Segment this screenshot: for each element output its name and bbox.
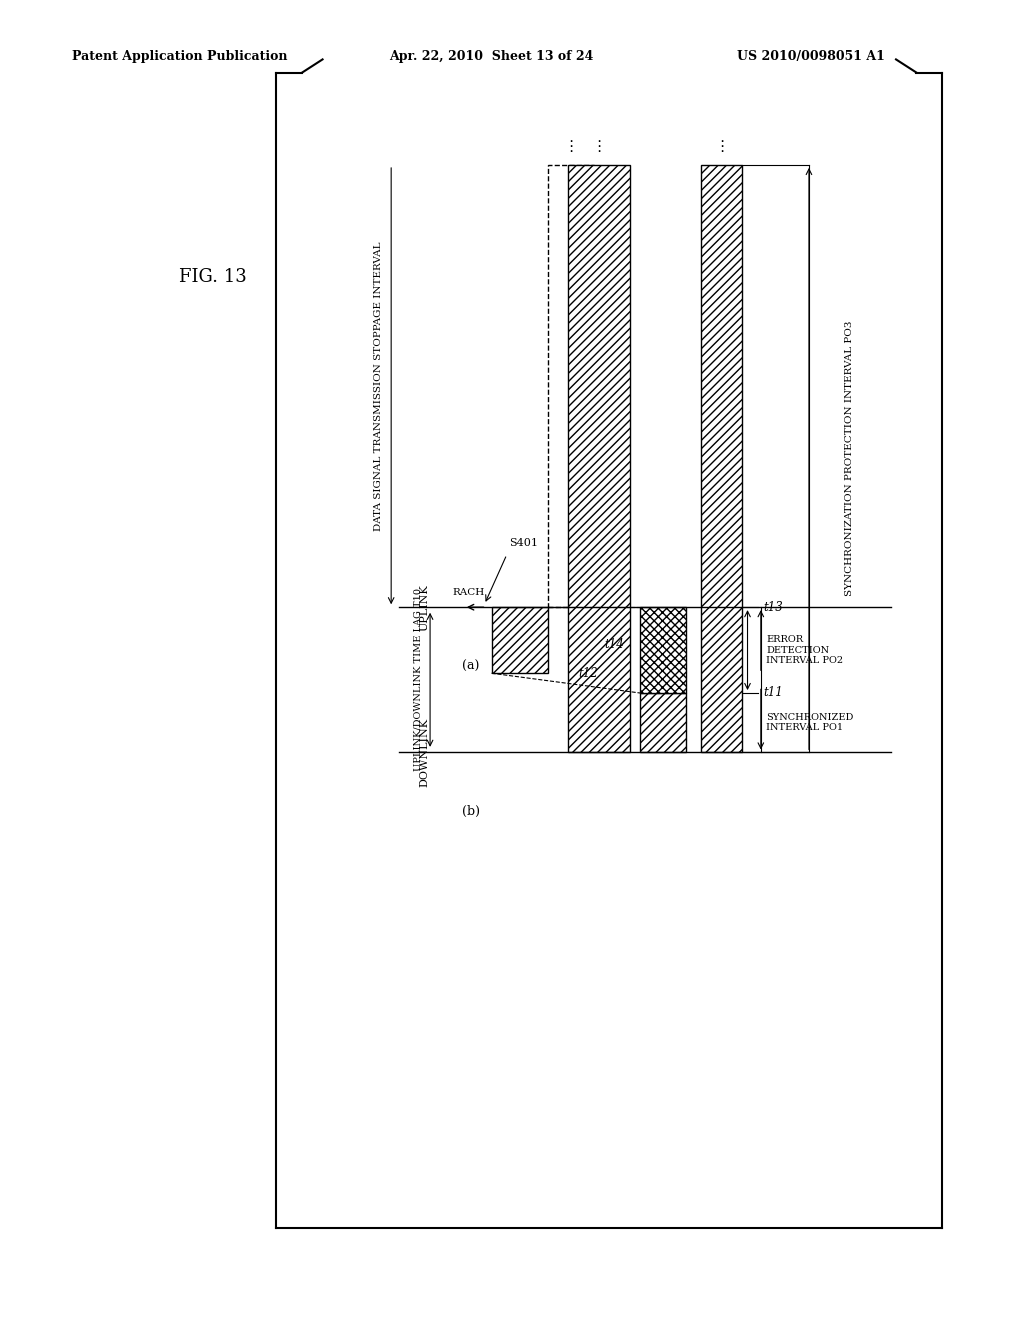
Bar (640, 693, 686, 752)
Text: RACH: RACH (453, 587, 484, 597)
Bar (568, 165, 630, 752)
Text: UPLINK: UPLINK (420, 583, 430, 631)
Text: FIG. 13: FIG. 13 (179, 268, 247, 286)
Bar (701, 165, 742, 752)
Text: t11: t11 (763, 686, 782, 700)
Bar (548, 165, 594, 607)
Text: DOWNLINK: DOWNLINK (420, 718, 430, 787)
Text: SYNCHRONIZATION PROTECTION INTERVAL PO3: SYNCHRONIZATION PROTECTION INTERVAL PO3 (846, 321, 854, 597)
Text: (a): (a) (463, 660, 479, 673)
Text: t12: t12 (579, 667, 598, 680)
Text: S401: S401 (509, 537, 538, 548)
Text: Patent Application Publication: Patent Application Publication (72, 50, 287, 63)
Text: ⋮: ⋮ (563, 140, 579, 154)
Text: ⋮: ⋮ (715, 140, 729, 154)
Text: (b): (b) (462, 805, 480, 818)
Text: US 2010/0098051 A1: US 2010/0098051 A1 (737, 50, 885, 63)
Text: DATA SIGNAL TRANSMISSION STOPPAGE INTERVAL: DATA SIGNAL TRANSMISSION STOPPAGE INTERV… (375, 242, 383, 531)
Text: SYNCHRONIZED
INTERVAL PO1: SYNCHRONIZED INTERVAL PO1 (766, 713, 853, 733)
Bar (492, 607, 548, 673)
Text: ERROR
DETECTION
INTERVAL PO2: ERROR DETECTION INTERVAL PO2 (766, 635, 843, 665)
Text: Apr. 22, 2010  Sheet 13 of 24: Apr. 22, 2010 Sheet 13 of 24 (389, 50, 594, 63)
Text: UPLINK/DOWNLINK TIME LAG T10: UPLINK/DOWNLINK TIME LAG T10 (414, 589, 422, 771)
Text: t14: t14 (604, 638, 624, 651)
Text: t13: t13 (763, 601, 782, 614)
Bar (640, 607, 686, 693)
Text: ⋮: ⋮ (592, 140, 606, 154)
